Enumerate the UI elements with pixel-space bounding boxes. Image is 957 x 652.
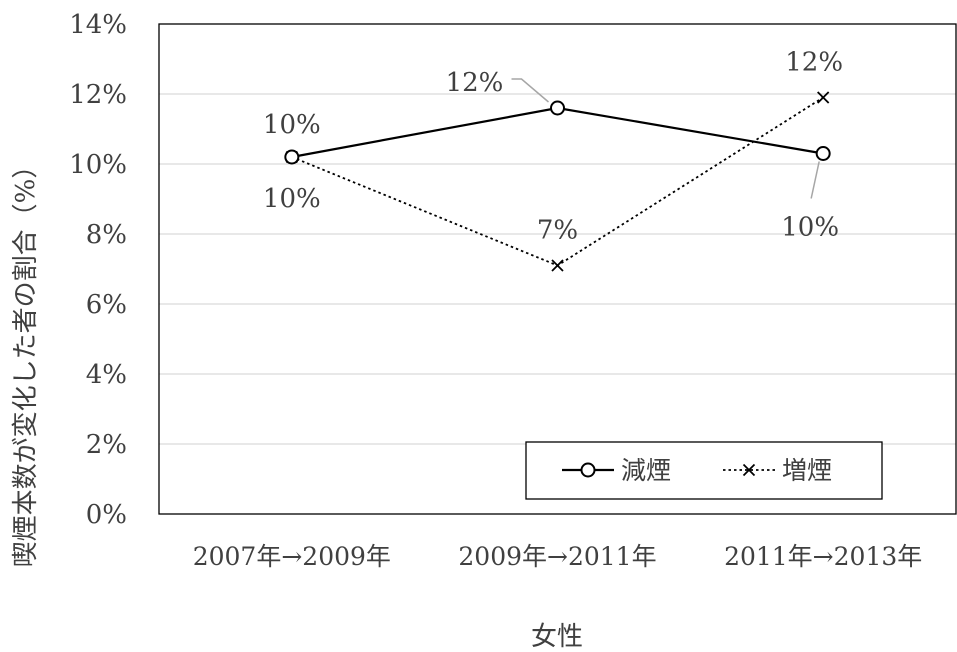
y-tick-label: 10% (69, 150, 127, 180)
data-label: 7% (537, 216, 578, 246)
circle-marker (815, 146, 831, 161)
x-marker (817, 91, 830, 104)
circle-marker (550, 100, 565, 116)
data-label: 12% (785, 48, 843, 78)
y-axis-ticks: 0% 2% 4% 6% 8% 10% 12% 14% (69, 10, 127, 530)
data-label: 12% (446, 68, 504, 98)
y-tick-label: 14% (69, 10, 127, 40)
x-marker-stroke (817, 91, 830, 104)
data-label: 10% (263, 184, 321, 214)
x-axis-ticks: 2007年→2009年 2009年→2011年 2011年→2013年 (193, 542, 923, 571)
gridlines (159, 93, 956, 445)
leader-line (511, 78, 549, 103)
x-marker-stroke (742, 463, 756, 477)
y-axis-title: 喫煙本数が変化した者の割合（%） (11, 153, 41, 568)
label-leader-lines (511, 78, 820, 199)
legend-label-increase: 増煙 (782, 456, 832, 485)
leader-line (810, 161, 820, 199)
y-tick-label: 4% (86, 360, 127, 390)
legend-marker-circle (580, 462, 596, 478)
data-label: 10% (781, 213, 839, 243)
y-tick-label: 2% (86, 430, 127, 460)
y-tick-label: 0% (86, 500, 127, 530)
legend-box (525, 441, 883, 500)
y-tick-label: 8% (86, 220, 127, 250)
series-lines (284, 91, 831, 272)
x-tick-label: 2011年→2013年 (724, 542, 922, 571)
plot-area-frame (158, 23, 957, 515)
legend-label-decrease: 減煙 (621, 456, 671, 485)
legend: 減煙 増煙 (525, 441, 883, 500)
data-labels: 10% 12% 10% 10% 7% 12% (263, 48, 843, 246)
legend-marker-x (742, 463, 756, 477)
x-marker (551, 259, 564, 272)
x-tick-label: 2007年→2009年 (193, 542, 391, 571)
circle-marker (284, 149, 300, 165)
x-tick-label: 2009年→2011年 (458, 542, 656, 571)
y-tick-label: 12% (69, 80, 127, 110)
x-axis-title: 女性 (531, 622, 583, 652)
data-label: 10% (263, 110, 321, 140)
y-tick-label: 6% (86, 290, 127, 320)
x-marker-stroke (551, 259, 564, 272)
